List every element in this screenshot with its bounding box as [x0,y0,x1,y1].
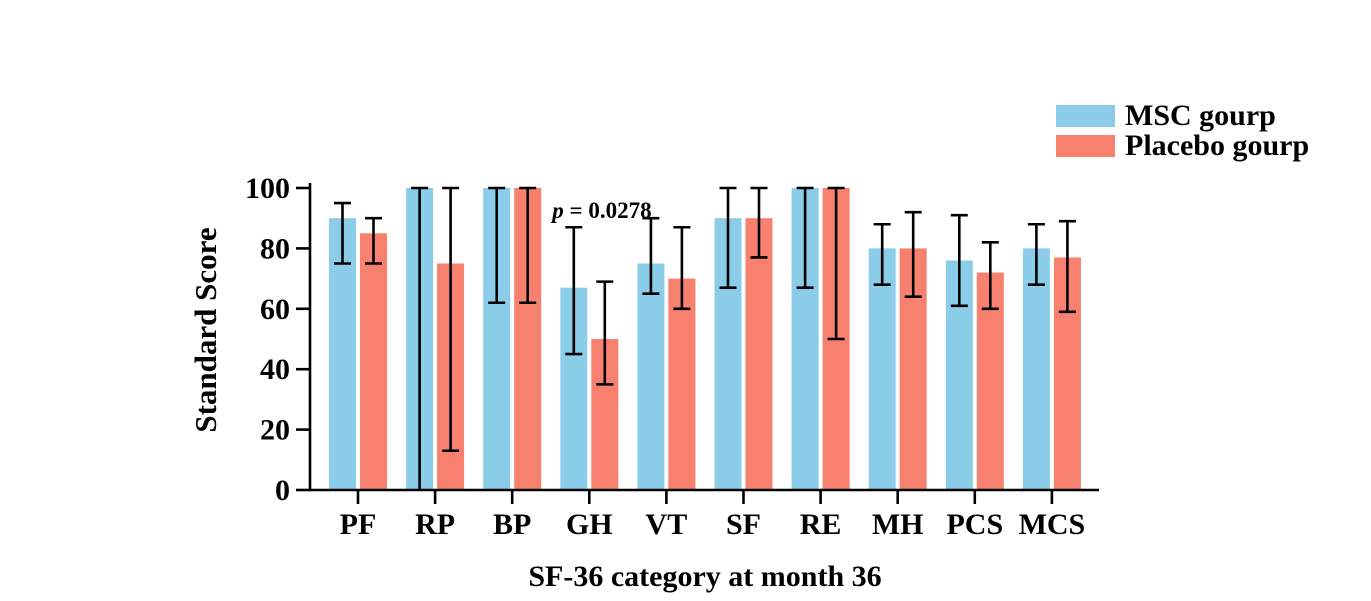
bar-msc-mh [868,248,896,490]
y-tick-label: 60 [260,293,290,326]
x-tick-label-re: RE [800,508,842,541]
x-tick-label-bp: BP [493,508,531,541]
bar-placebo-vt [668,278,696,490]
bar-placebo-pf [360,233,387,491]
legend-swatch-msc-group [1056,105,1115,127]
legend-label-msc-group: MSC gourp [1125,99,1276,132]
x-tick-label-mh: MH [872,508,924,541]
legend: MSC gourp Placebo gourp [1056,101,1309,161]
y-tick-label: 40 [260,353,290,386]
x-tick-label-pcs: PCS [946,508,1003,541]
y-tick-label: 20 [260,414,290,447]
x-tick-label-pf: PF [340,508,377,541]
y-tick-label: 0 [275,474,290,507]
p-value-annotation: p = 0.0278 [552,199,651,222]
x-tick-label-rp: RP [415,508,455,541]
bar-placebo-sf [745,218,773,490]
y-tick-label: 100 [245,172,290,205]
x-axis-title: SF-36 category at month 36 [528,560,882,593]
legend-item-placebo-group: Placebo gourp [1056,131,1309,161]
legend-item-msc-group: MSC gourp [1056,101,1309,131]
x-tick-label-vt: VT [646,508,688,541]
x-tick-label-mcs: MCS [1019,508,1086,541]
y-tick-label: 80 [260,232,290,265]
y-axis-title: Standard Score [188,227,223,433]
p-value-symbol: p [552,198,564,223]
legend-label-placebo-group: Placebo gourp [1125,129,1310,162]
bar-msc-vt [637,263,665,490]
legend-swatch-placebo-group [1056,135,1115,157]
p-value-text: = 0.0278 [563,198,652,223]
x-tick-label-gh: GH [566,508,613,541]
bar-msc-mcs [1022,248,1050,490]
x-tick-label-sf: SF [726,508,761,541]
